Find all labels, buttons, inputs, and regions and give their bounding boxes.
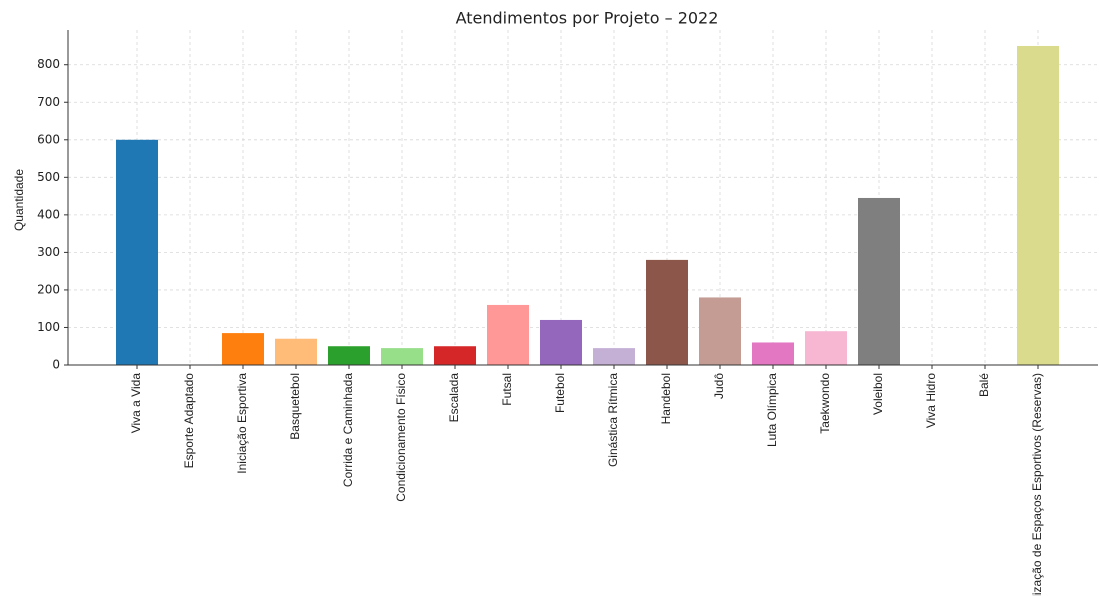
y-tick-label: 800 — [37, 57, 60, 71]
x-tick-label: Esporte Adaptado — [182, 373, 196, 469]
bar — [858, 197, 900, 365]
x-tick-label: Corrida e Caminhada — [341, 373, 355, 487]
x-tick-label: Escalada — [447, 373, 461, 423]
x-tick-label: Ginástica Rítmica — [606, 373, 620, 467]
bar — [328, 346, 370, 365]
bar — [593, 348, 635, 365]
x-tick-label: Utilização de Espaços Esportivos (Reserv… — [1030, 373, 1044, 596]
x-tick-label: Iniciação Esportiva — [235, 373, 249, 474]
x-tick-label: Condicionamento Físico — [394, 373, 408, 502]
x-tick-label: Taekwondo — [818, 373, 832, 434]
bar — [646, 259, 688, 365]
bar — [275, 338, 317, 365]
bar — [434, 346, 476, 365]
x-tick-label: Futebol — [553, 373, 567, 413]
chart-title: Atendimentos por Projeto – 2022 — [456, 9, 719, 28]
x-tick-label: Futsal — [500, 373, 514, 406]
x-tick-label: Handebol — [659, 373, 673, 424]
bar — [222, 333, 264, 365]
bar — [540, 319, 582, 365]
x-tick-label: Viva a Vida — [129, 373, 143, 434]
bar — [752, 342, 794, 365]
y-tick-label: 700 — [37, 95, 60, 109]
x-tick-label: Viva Hidro — [924, 373, 938, 428]
bar — [805, 331, 847, 365]
x-tick-label: Balé — [977, 373, 991, 397]
y-tick-label: 200 — [37, 282, 60, 296]
bar — [699, 297, 741, 365]
y-tick-label: 0 — [52, 358, 60, 372]
y-tick-label: 100 — [37, 320, 60, 334]
y-axis-label: Quantidade — [12, 169, 26, 231]
x-tick-label: Basquetebol — [288, 373, 302, 440]
bar — [487, 304, 529, 365]
x-tick-label: Luta Olímpica — [765, 373, 779, 447]
y-tick-label: 500 — [37, 170, 60, 184]
y-tick-label: 400 — [37, 207, 60, 221]
x-tick-label: Voleibol — [871, 373, 885, 415]
y-tick-label: 300 — [37, 245, 60, 259]
bar — [1017, 45, 1059, 365]
bar — [381, 348, 423, 365]
y-tick-label: 600 — [37, 132, 60, 146]
x-tick-label: Judô — [712, 373, 726, 399]
bar — [116, 139, 158, 365]
